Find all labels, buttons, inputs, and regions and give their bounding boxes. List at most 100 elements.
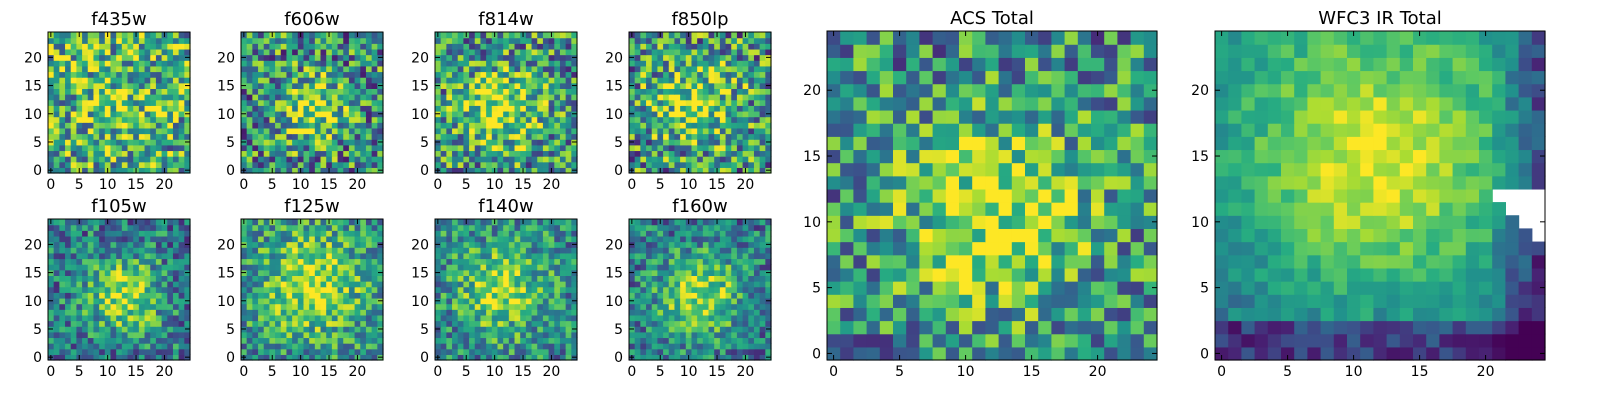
heatmap-cell bbox=[634, 122, 641, 129]
heatmap-cell bbox=[99, 303, 106, 310]
heatmap-cell bbox=[651, 281, 658, 288]
heatmap-cell bbox=[297, 122, 305, 129]
heatmap-cell bbox=[280, 122, 288, 129]
heatmap-cell bbox=[314, 127, 322, 135]
heatmap-cell bbox=[520, 94, 527, 101]
heatmap-cell bbox=[634, 167, 641, 174]
heatmap-cell bbox=[731, 156, 738, 163]
heatmap-cell bbox=[280, 167, 288, 174]
heatmap-cell bbox=[331, 71, 339, 78]
heatmap-cell bbox=[520, 144, 527, 152]
heatmap-cell bbox=[736, 116, 744, 123]
heatmap-cell bbox=[365, 286, 373, 293]
heatmap-cell bbox=[668, 331, 676, 339]
heatmap-cell bbox=[657, 326, 664, 333]
heatmap-cell bbox=[241, 127, 248, 135]
heatmap-cell bbox=[348, 286, 356, 293]
heatmap-cell bbox=[59, 235, 66, 243]
heatmap-cell bbox=[348, 275, 356, 282]
heatmap-cell bbox=[646, 269, 653, 276]
heatmap-cell bbox=[702, 110, 710, 118]
heatmap-cell bbox=[65, 314, 72, 322]
heatmap-cell bbox=[246, 150, 253, 157]
heatmap-cell bbox=[343, 94, 350, 101]
heatmap-cell bbox=[634, 48, 641, 56]
heatmap-cell bbox=[87, 71, 95, 78]
heatmap-cell bbox=[286, 54, 293, 61]
heatmap-cell bbox=[542, 286, 550, 293]
heatmap-cell bbox=[486, 60, 493, 67]
heatmap-cell bbox=[646, 43, 653, 50]
heatmap-cell bbox=[167, 94, 174, 101]
heatmap-cell bbox=[314, 331, 322, 339]
heatmap-cell bbox=[514, 320, 521, 327]
heatmap-cell bbox=[685, 139, 693, 146]
heatmap-cell bbox=[646, 314, 653, 322]
heatmap-cell bbox=[668, 110, 676, 118]
heatmap-cell bbox=[474, 241, 482, 248]
heatmap-cell bbox=[457, 314, 464, 322]
heatmap-cell bbox=[457, 43, 464, 50]
heatmap-cell bbox=[110, 65, 117, 73]
heatmap-cell bbox=[503, 286, 510, 293]
heatmap-cell bbox=[629, 43, 636, 50]
heatmap-cell bbox=[178, 144, 185, 152]
heatmap-cell bbox=[292, 219, 299, 226]
heatmap-cell bbox=[116, 150, 123, 157]
heatmap-cell bbox=[759, 144, 766, 152]
heatmap-cell bbox=[486, 275, 493, 282]
heatmap-cell bbox=[725, 275, 732, 282]
heatmap-cell bbox=[753, 331, 761, 339]
heatmap-cell bbox=[354, 337, 361, 344]
heatmap-cell bbox=[320, 292, 327, 299]
heatmap-cell bbox=[486, 161, 493, 168]
heatmap-cell bbox=[184, 156, 191, 163]
heatmap-cell bbox=[525, 297, 533, 305]
heatmap-cell bbox=[497, 275, 504, 282]
heatmap-cell bbox=[121, 286, 129, 293]
heatmap-cell bbox=[138, 133, 146, 140]
heatmap-cell bbox=[331, 99, 339, 106]
heatmap-cell bbox=[377, 281, 384, 288]
heatmap-cell bbox=[297, 133, 305, 140]
heatmap-cell bbox=[559, 43, 567, 50]
heatmap-cell bbox=[167, 116, 174, 123]
heatmap-cell bbox=[725, 82, 732, 89]
heatmap-cell bbox=[82, 224, 89, 231]
heatmap-cell bbox=[554, 144, 561, 152]
heatmap-cell bbox=[280, 320, 288, 327]
heatmap-cell bbox=[674, 110, 681, 118]
heatmap-cell bbox=[542, 281, 550, 288]
heatmap-cell bbox=[548, 241, 555, 248]
heatmap-cell bbox=[241, 235, 248, 243]
heatmap-cell bbox=[99, 127, 106, 135]
heatmap-cell bbox=[178, 343, 185, 350]
heatmap-cell bbox=[303, 122, 310, 129]
heatmap-cell bbox=[719, 88, 727, 95]
heatmap-cell bbox=[292, 224, 299, 231]
heatmap-cell bbox=[759, 354, 766, 361]
y-tick-label: 0 bbox=[33, 163, 42, 179]
heatmap-cell bbox=[486, 303, 493, 310]
heatmap-cell bbox=[463, 88, 470, 95]
heatmap-cell bbox=[161, 286, 168, 293]
heatmap-cell bbox=[702, 139, 710, 146]
heatmap-cell bbox=[452, 303, 459, 310]
heatmap-cell bbox=[377, 219, 384, 226]
heatmap-cell bbox=[172, 127, 180, 135]
heatmap-cell bbox=[320, 37, 327, 44]
heatmap-cell bbox=[440, 292, 447, 299]
heatmap-cell bbox=[167, 88, 174, 95]
heatmap-cell bbox=[571, 65, 578, 73]
heatmap-cell bbox=[99, 235, 106, 243]
heatmap-cell bbox=[53, 133, 60, 140]
heatmap-cell bbox=[76, 343, 83, 350]
heatmap-cell bbox=[371, 110, 378, 118]
heatmap-cell bbox=[348, 127, 356, 135]
heatmap-cell bbox=[348, 314, 356, 322]
heatmap-cell bbox=[542, 275, 550, 282]
heatmap-cell bbox=[719, 116, 727, 123]
heatmap-cell bbox=[258, 144, 265, 152]
heatmap-cell bbox=[691, 71, 698, 78]
heatmap-cell bbox=[172, 219, 180, 226]
